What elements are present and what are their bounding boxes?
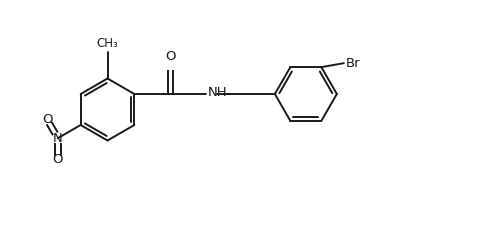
- Text: NH: NH: [208, 86, 228, 99]
- Text: O: O: [42, 114, 52, 126]
- Text: O: O: [52, 153, 63, 166]
- Text: CH₃: CH₃: [96, 37, 118, 50]
- Text: O: O: [165, 50, 175, 63]
- Text: Br: Br: [346, 57, 360, 70]
- Text: N: N: [53, 132, 62, 145]
